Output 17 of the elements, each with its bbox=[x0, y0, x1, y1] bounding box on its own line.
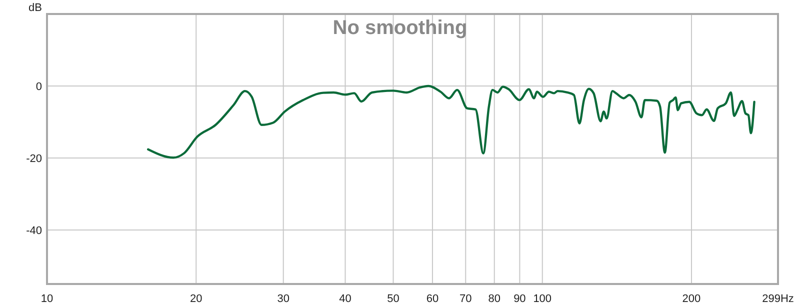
x-tick-label: 80 bbox=[488, 293, 500, 305]
x-tick-label: 40 bbox=[339, 293, 352, 305]
x-tick-label: 100 bbox=[533, 293, 552, 305]
x-tick-label: 200 bbox=[682, 293, 701, 305]
x-tick-label: 20 bbox=[190, 293, 202, 305]
x-tick-label: 70 bbox=[460, 293, 472, 305]
x-tick-label: 50 bbox=[387, 293, 400, 305]
chart-title: No smoothing bbox=[332, 17, 468, 39]
x-tick-label: 60 bbox=[426, 293, 439, 305]
y-axis-title: dB bbox=[28, 2, 42, 14]
y-tick-label: 0 bbox=[36, 81, 42, 93]
x-tick-label: 299Hz bbox=[762, 293, 794, 305]
x-tick-label: 30 bbox=[277, 293, 290, 305]
x-tick-label: 90 bbox=[514, 293, 526, 305]
y-tick-label: -20 bbox=[26, 153, 42, 165]
x-tick-label: 10 bbox=[40, 293, 54, 305]
y-tick-label: -40 bbox=[26, 225, 42, 237]
